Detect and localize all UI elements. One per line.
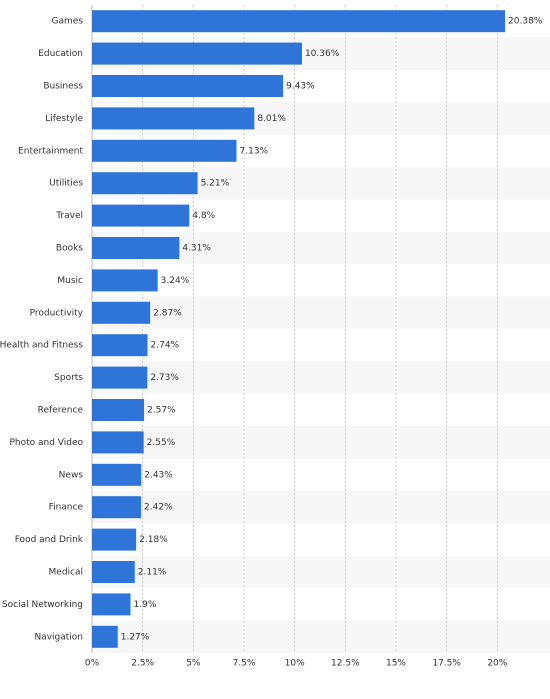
value-label: 4.31% xyxy=(182,244,211,254)
y-tick-label: Productivity xyxy=(30,308,84,318)
x-tick-label: 5% xyxy=(186,659,201,669)
x-tick-label: 20% xyxy=(487,659,507,669)
value-label: 10.36% xyxy=(305,49,340,59)
bar xyxy=(92,528,137,551)
x-tick-label: 17.5% xyxy=(432,659,461,669)
y-tick-label: Business xyxy=(43,82,83,92)
value-label: 2.42% xyxy=(144,503,173,513)
bar xyxy=(92,463,142,486)
bar xyxy=(92,237,180,259)
x-tick-label: 2.5% xyxy=(131,659,154,669)
row-background xyxy=(92,361,550,394)
bar xyxy=(92,139,237,162)
row-background xyxy=(92,426,550,459)
value-label: 2.55% xyxy=(147,438,176,448)
y-tick-label: Books xyxy=(56,244,83,254)
y-tick-label: Travel xyxy=(55,211,83,221)
y-tick-label: Health and Fitness xyxy=(0,341,83,351)
bar xyxy=(92,334,148,357)
y-tick-label: Social Networking xyxy=(2,600,83,610)
y-tick-label: Reference xyxy=(38,406,84,416)
y-tick-label: Entertainment xyxy=(18,146,83,156)
y-tick-label: Games xyxy=(52,17,84,27)
bar xyxy=(92,625,118,648)
bar xyxy=(92,269,158,292)
bar xyxy=(92,593,131,616)
value-label: 7.13% xyxy=(240,146,269,156)
row-background xyxy=(92,555,550,589)
y-tick-label: Lifestyle xyxy=(45,114,83,124)
x-tick-label: 15% xyxy=(386,659,406,669)
y-tick-label: Music xyxy=(57,276,83,286)
row-background xyxy=(92,620,550,653)
value-label: 2.43% xyxy=(144,470,173,480)
value-label: 2.11% xyxy=(138,568,167,578)
value-label: 4.8% xyxy=(192,211,215,221)
value-label: 1.27% xyxy=(121,632,150,642)
value-label: 2.87% xyxy=(153,308,182,318)
y-tick-label: Sports xyxy=(54,373,83,383)
value-label: 3.24% xyxy=(161,276,190,286)
bar xyxy=(92,399,145,421)
bar xyxy=(92,496,142,519)
value-label: 2.73% xyxy=(150,373,179,383)
y-tick-label: Photo and Video xyxy=(9,438,83,448)
bar xyxy=(92,10,506,33)
y-tick-label: Finance xyxy=(49,503,84,513)
value-label: 9.43% xyxy=(286,82,315,92)
bar xyxy=(92,366,148,389)
value-label: 8.01% xyxy=(257,114,286,124)
row-background xyxy=(92,491,550,524)
bar xyxy=(92,431,144,454)
bar xyxy=(92,204,190,227)
value-label: 1.9% xyxy=(134,600,157,610)
value-label: 5.21% xyxy=(201,179,230,189)
bar xyxy=(92,75,284,97)
bar xyxy=(92,42,302,65)
y-tick-label: Navigation xyxy=(34,632,83,642)
x-tick-label: 10% xyxy=(285,659,305,669)
value-label: 20.38% xyxy=(508,17,543,27)
bar xyxy=(92,561,135,583)
x-tick-label: 0% xyxy=(85,659,100,669)
bar xyxy=(92,107,255,130)
y-tick-label: Medical xyxy=(49,568,83,578)
bar xyxy=(92,301,151,324)
y-tick-label: Food and Drink xyxy=(15,535,84,545)
y-tick-label: Education xyxy=(38,49,83,59)
value-label: 2.74% xyxy=(151,341,180,351)
bar xyxy=(92,172,198,195)
x-tick-label: 12.5% xyxy=(331,659,360,669)
value-label: 2.57% xyxy=(147,406,176,416)
y-tick-label: Utilities xyxy=(49,179,83,189)
y-tick-label: News xyxy=(59,470,84,480)
x-tick-label: 7.5% xyxy=(233,659,256,669)
value-label: 2.18% xyxy=(139,535,168,545)
row-background xyxy=(92,296,550,329)
